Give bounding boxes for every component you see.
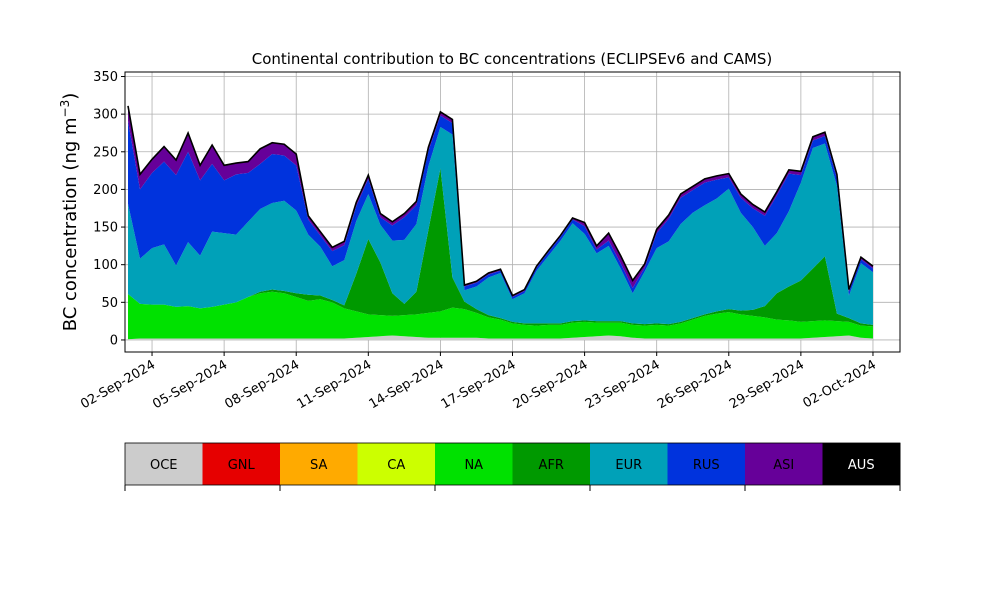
y-ticks: 0 50 100 150 200 250 300 350 (93, 70, 125, 348)
legend-label-asi: ASI (773, 458, 794, 473)
legend-swatch-eur (590, 443, 668, 485)
legend-frame (124, 442, 901, 486)
x-tick-label: 11-Sep-2024 (294, 357, 374, 412)
x-tick-label: 08-Sep-2024 (222, 357, 302, 412)
legend-swatch-rus (667, 443, 746, 485)
legend-swatch-oce (125, 443, 203, 485)
stacked-areas (127, 105, 874, 340)
x-ticks: 02-Sep-202405-Sep-202408-Sep-202411-Sep-… (78, 352, 879, 412)
legend-label-gnl: GNL (228, 458, 256, 473)
x-tick-label: 02-Sep-2024 (78, 357, 158, 412)
y-tick-label: 50 (101, 296, 118, 311)
area-na (128, 291, 873, 340)
x-tick-label: 17-Sep-2024 (439, 357, 519, 412)
legend-label-ca: CA (387, 458, 405, 473)
legend-swatch-asi (745, 443, 823, 485)
area-oce (128, 335, 873, 340)
total-outline (127, 105, 874, 297)
x-tick-label: 14-Sep-2024 (367, 357, 447, 412)
y-tick-label: 350 (93, 70, 118, 85)
x-tick-label: 02-Oct-2024 (801, 357, 879, 411)
x-tick-label: 29-Sep-2024 (727, 357, 807, 412)
x-tick-label: 20-Sep-2024 (511, 357, 591, 412)
legend-swatch-gnl (202, 443, 281, 485)
legend-label-na: NA (464, 458, 483, 473)
y-tick-label: 300 (93, 108, 118, 123)
area-afr (128, 168, 873, 327)
x-tick-label: 23-Sep-2024 (583, 357, 663, 412)
chart-title: Continental contribution to BC concentra… (252, 50, 773, 68)
legend-swatch-ca (357, 443, 436, 485)
colorbar-legend: OCE GNL SA CA NA AFR EUR RUS ASI AUS (124, 442, 901, 491)
legend-swatch-sa (280, 443, 358, 485)
x-tick-label: 26-Sep-2024 (655, 357, 735, 412)
legend-label-eur: EUR (615, 458, 642, 473)
y-tick-label: 200 (93, 183, 118, 198)
legend-label-oce: OCE (150, 458, 178, 473)
y-axis-label: BC concentration (ng m−3) (58, 93, 81, 332)
legend-label-aus: AUS (848, 458, 875, 473)
legend-swatch-aus (822, 443, 901, 485)
area-eur (128, 126, 873, 325)
legend-swatch-afr (512, 443, 591, 485)
legend-label-afr: AFR (539, 458, 564, 473)
legend-label-rus: RUS (693, 458, 720, 473)
y-tick-label: 0 (110, 333, 118, 348)
y-tick-label: 250 (93, 145, 118, 160)
y-tick-label: 150 (93, 221, 118, 236)
legend-swatch-na (435, 443, 513, 485)
y-tick-label: 100 (93, 258, 118, 273)
x-tick-label: 05-Sep-2024 (150, 357, 230, 412)
legend-label-sa: SA (310, 458, 327, 473)
